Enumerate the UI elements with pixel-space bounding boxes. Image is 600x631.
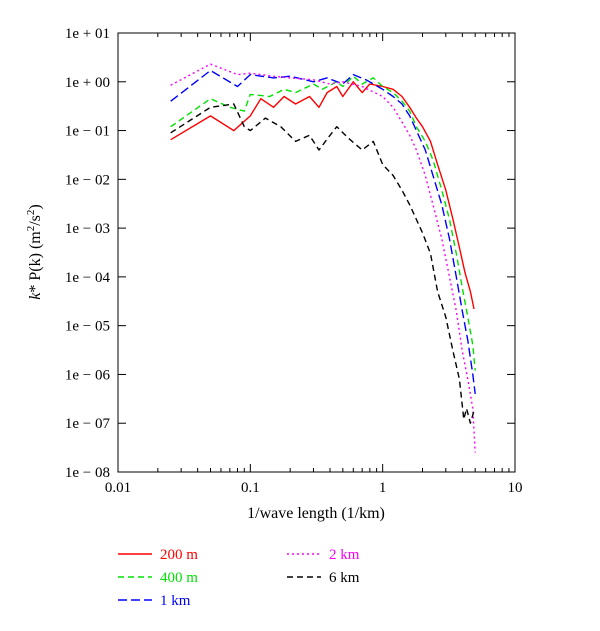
- y-axis-title-sup2: 2: [25, 210, 37, 216]
- y-tick-label: 1e − 06: [65, 367, 111, 383]
- y-axis-title-k: k: [27, 292, 44, 300]
- y-axis-title-mid: * P(k) (m: [27, 231, 44, 293]
- x-axis-title: 1/wave length (1/km): [247, 505, 385, 522]
- y-tick-label: 1e + 01: [65, 26, 110, 42]
- y-tick-label: 1e − 02: [65, 172, 110, 188]
- legend-label: 200 m: [160, 547, 198, 563]
- legend-label: 2 km: [329, 547, 360, 563]
- legend-label: 6 km: [329, 570, 360, 586]
- y-tick-label: 1e − 04: [65, 270, 111, 286]
- legend-label: 1 km: [160, 593, 191, 609]
- y-axis-title-sup1: 2: [25, 226, 37, 232]
- x-tick-label: 0.1: [241, 480, 260, 496]
- y-tick-label: 1e + 00: [65, 75, 110, 91]
- y-tick-label: 1e − 03: [65, 221, 110, 237]
- y-axis-title-slash: /s: [27, 215, 44, 226]
- plot-area: [170, 63, 476, 453]
- series-line-200m: [170, 81, 475, 310]
- y-axis-title: k* P(k) (m2/s2): [25, 204, 44, 299]
- y-tick-label: 1e − 07: [65, 416, 111, 432]
- x-tick-label: 10: [508, 480, 523, 496]
- legend: 200 m 400 m 1 km 2 km 6 km: [118, 547, 360, 609]
- legend-label: 400 m: [160, 570, 198, 586]
- y-tick-label: 1e − 08: [65, 465, 110, 481]
- series-line-2km: [170, 63, 476, 453]
- y-tick-label: 1e − 05: [65, 319, 110, 335]
- plot-frame: [117, 32, 516, 473]
- series-line-400m: [170, 75, 476, 371]
- y-tick-label: 1e − 01: [65, 124, 110, 140]
- series-line-1km: [170, 69, 476, 394]
- series-line-6km: [170, 103, 475, 424]
- y-axis-title-end: ): [27, 204, 44, 209]
- x-tick-label: 1: [379, 480, 387, 496]
- axes: 0.01 0.1 1 10 1e + 01 1e + 00 1e − 01 1e − 02 1e…: [65, 26, 523, 496]
- x-tick-label: 0.01: [105, 480, 131, 496]
